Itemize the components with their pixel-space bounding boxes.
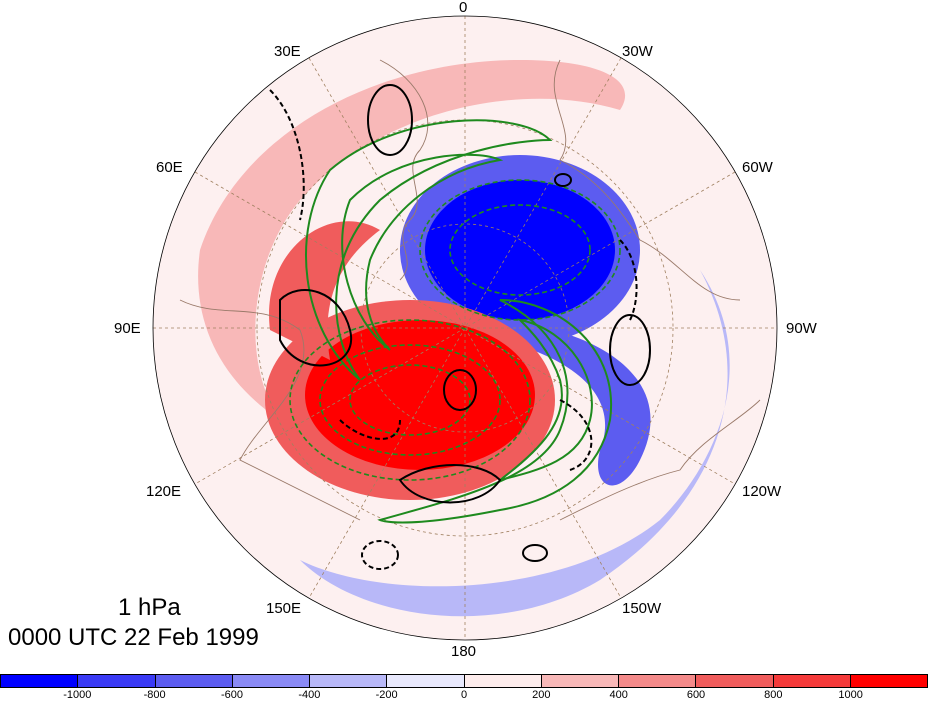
red-tongue	[269, 221, 380, 360]
colorbar-swatch	[850, 675, 927, 687]
lon-label-90w: 90W	[786, 320, 817, 337]
colorbar-swatch	[619, 675, 697, 687]
colorbar-swatch	[78, 675, 156, 687]
colorbar-tick-label: -400	[298, 689, 321, 701]
colorbar-swatch	[464, 675, 542, 687]
colorbar-tick-label: 600	[686, 689, 706, 701]
colorbar-tick-label: -200	[375, 689, 398, 701]
lon-label-60e: 60E	[156, 159, 183, 176]
lon-label-180: 180	[451, 643, 477, 660]
colorbar-tick-label: -600	[220, 689, 244, 701]
colorbar-swatch	[1, 675, 79, 687]
colorbar-swatch	[773, 675, 851, 687]
colorbar-tick-label: 0	[460, 689, 468, 701]
outer-red-arc	[198, 60, 626, 420]
colorbar-swatch	[696, 675, 774, 687]
colorbar-tick-label: -800	[143, 689, 166, 701]
red-high-core	[305, 320, 535, 470]
green-dashed-contours	[289, 179, 621, 481]
colorbar	[0, 674, 928, 688]
black-dashed-contours	[269, 89, 638, 570]
lon-label-120w: 120W	[742, 483, 782, 500]
green-contours	[305, 119, 613, 524]
timestamp-label: 0000 UTC 22 Feb 1999	[8, 624, 259, 651]
colorbar-swatch	[310, 675, 388, 687]
lon-label-30e: 30E	[274, 43, 301, 60]
lon-label-120e: 120E	[146, 483, 182, 500]
black-contours	[279, 84, 651, 562]
outer-blue-arc	[300, 270, 730, 617]
colorbar-swatch	[541, 675, 619, 687]
lon-label-150e: 150E	[266, 600, 302, 617]
colorbar-swatch	[155, 675, 233, 687]
pressure-level-label: 1 hPa	[118, 594, 181, 621]
colorbar-swatch	[232, 675, 310, 687]
lon-label-150w: 150W	[622, 600, 662, 617]
lon-label-60w: 60W	[742, 159, 773, 176]
colorbar-tick-label: 200	[532, 689, 551, 701]
map-boundary	[152, 15, 778, 641]
blue-low-core	[425, 180, 615, 320]
colorbar-tick-label: 1000	[838, 689, 863, 701]
lon-label-90e: 90E	[114, 320, 141, 337]
colorbar-tick-label: 800	[764, 689, 783, 701]
lon-label-0: 0	[459, 0, 468, 16]
colorbar-swatch	[387, 675, 465, 687]
colorbar-tick-label: -1000	[63, 689, 92, 701]
lon-label-30w: 30W	[622, 43, 653, 60]
blue-tongue	[500, 320, 651, 486]
colorbar-tick-label: 400	[609, 689, 628, 701]
